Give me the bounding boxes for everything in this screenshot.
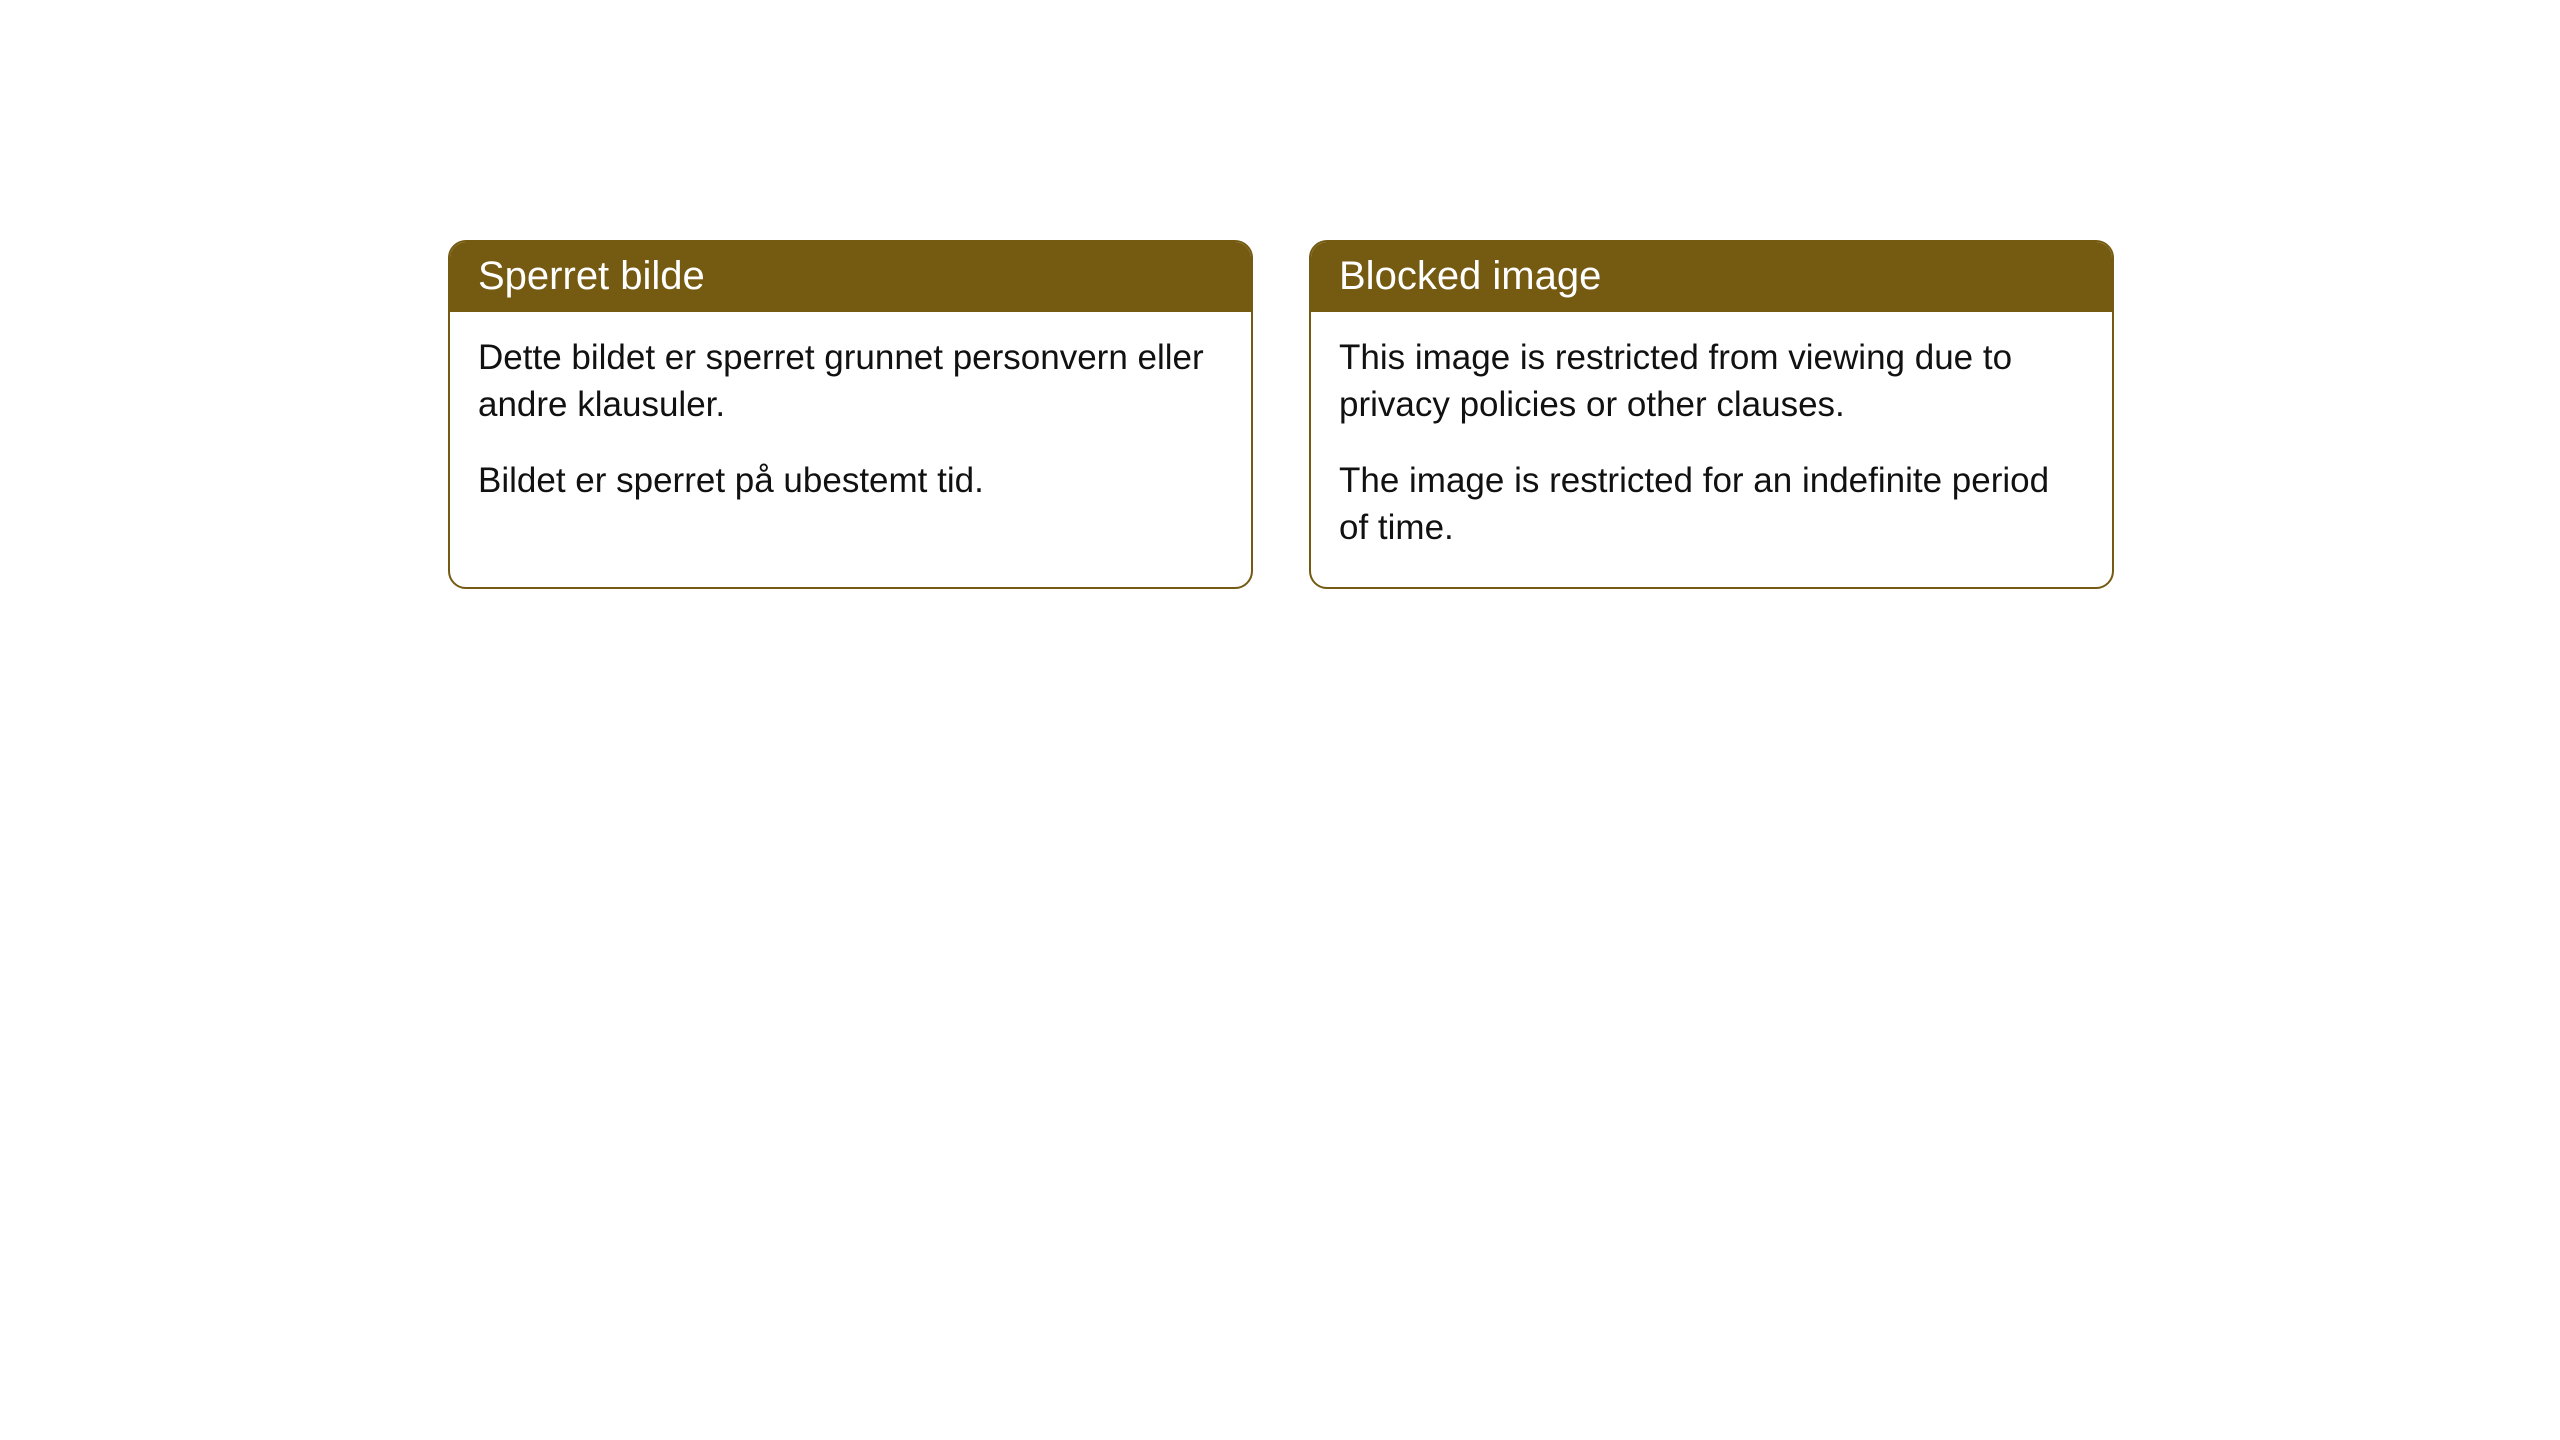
card-header: Sperret bilde (450, 242, 1251, 312)
cards-container: Sperret bilde Dette bildet er sperret gr… (448, 240, 2560, 589)
card-header: Blocked image (1311, 242, 2112, 312)
blocked-image-card-en: Blocked image This image is restricted f… (1309, 240, 2114, 589)
card-body: This image is restricted from viewing du… (1311, 312, 2112, 587)
blocked-image-card-no: Sperret bilde Dette bildet er sperret gr… (448, 240, 1253, 589)
card-paragraph: The image is restricted for an indefinit… (1339, 457, 2084, 552)
card-paragraph: Bildet er sperret på ubestemt tid. (478, 457, 1223, 504)
card-paragraph: This image is restricted from viewing du… (1339, 334, 2084, 429)
card-paragraph: Dette bildet er sperret grunnet personve… (478, 334, 1223, 429)
card-body: Dette bildet er sperret grunnet personve… (450, 312, 1251, 540)
